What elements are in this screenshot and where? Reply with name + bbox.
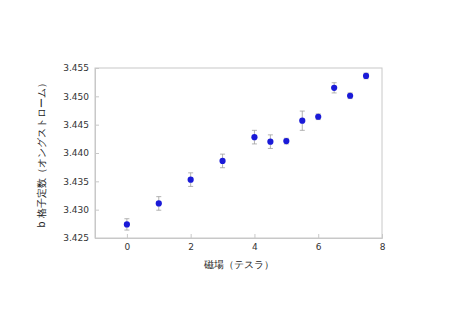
error-bar — [348, 93, 353, 99]
chart: 0 2 4 6 8 3.425 3.430 3.435 3.440 3.445 3.450 3.455… — [0, 0, 450, 318]
x-tick: 0 — [125, 234, 131, 252]
y-tick-label: 3.450 — [63, 92, 89, 102]
y-axis-line — [96, 69, 100, 239]
x-axis: 0 2 4 6 8 — [96, 234, 386, 252]
error-bar — [284, 138, 289, 144]
x-tick-label: 2 — [188, 242, 194, 252]
y-tick-mark — [95, 68, 99, 69]
point — [156, 200, 162, 206]
y-tick: 3.435 — [63, 177, 99, 187]
error-bar — [124, 219, 129, 230]
y-tick-mark — [95, 153, 99, 154]
y-tick-label: 3.440 — [63, 148, 89, 158]
x-tick-mark — [254, 234, 255, 238]
x-tick-mark — [318, 234, 319, 238]
error-bar — [268, 135, 273, 149]
point — [188, 177, 194, 183]
error-bar — [220, 154, 225, 168]
y-tick: 3.425 — [63, 233, 99, 243]
point — [363, 73, 369, 79]
point — [347, 93, 353, 99]
y-tick-mark — [95, 238, 99, 239]
y-tick-label: 3.435 — [63, 177, 89, 187]
y-tick-mark — [95, 125, 99, 126]
y-tick: 3.430 — [63, 205, 99, 215]
point — [124, 221, 130, 227]
point — [283, 138, 289, 144]
y-tick-label: 3.430 — [63, 205, 89, 215]
point — [315, 114, 321, 120]
x-tick-mark — [382, 234, 383, 238]
x-tick: 6 — [316, 234, 322, 252]
x-tick-mark — [191, 234, 192, 238]
x-tick: 8 — [380, 234, 386, 252]
error-bar — [316, 114, 321, 120]
x-tick: 2 — [188, 234, 194, 252]
y-tick: 3.455 — [63, 63, 99, 73]
error-bar — [364, 73, 369, 79]
x-tick-label: 4 — [252, 242, 258, 252]
point — [251, 134, 257, 140]
error-bar — [332, 83, 337, 93]
y-tick-mark — [95, 210, 99, 211]
y-axis: 3.425 3.430 3.435 3.440 3.445 3.450 3.455 — [63, 63, 99, 243]
y-tick: 3.450 — [63, 92, 99, 102]
error-bar — [156, 197, 161, 211]
y-tick-label: 3.425 — [63, 233, 89, 243]
plot: 0 2 4 6 8 3.425 3.430 3.435 3.440 3.445 3.450 3.455 — [63, 63, 385, 252]
y-tick: 3.445 — [63, 120, 99, 130]
x-tick-label: 8 — [380, 242, 386, 252]
y-tick-mark — [95, 96, 99, 97]
y-tick: 3.440 — [63, 148, 99, 158]
point — [299, 118, 305, 124]
error-bar — [300, 111, 305, 130]
y-tick-label: 3.445 — [63, 120, 89, 130]
marks — [124, 73, 369, 230]
error-bar — [188, 173, 193, 187]
y-tick-label: 3.455 — [63, 63, 89, 73]
y-axis-title: b 格子定数（オングストローム） — [36, 78, 47, 228]
x-tick-label: 0 — [125, 242, 131, 252]
x-tick-mark — [127, 234, 128, 238]
x-axis-title: 磁場（テスラ） — [203, 259, 274, 270]
plot-frame — [95, 68, 382, 238]
x-tick: 4 — [252, 234, 258, 252]
y-tick-mark — [95, 181, 99, 182]
point — [219, 158, 225, 164]
point — [267, 139, 273, 145]
error-bar — [252, 130, 257, 144]
x-axis-line — [96, 234, 383, 239]
error-bars — [124, 73, 368, 230]
point — [331, 85, 337, 91]
x-tick-label: 6 — [316, 242, 322, 252]
